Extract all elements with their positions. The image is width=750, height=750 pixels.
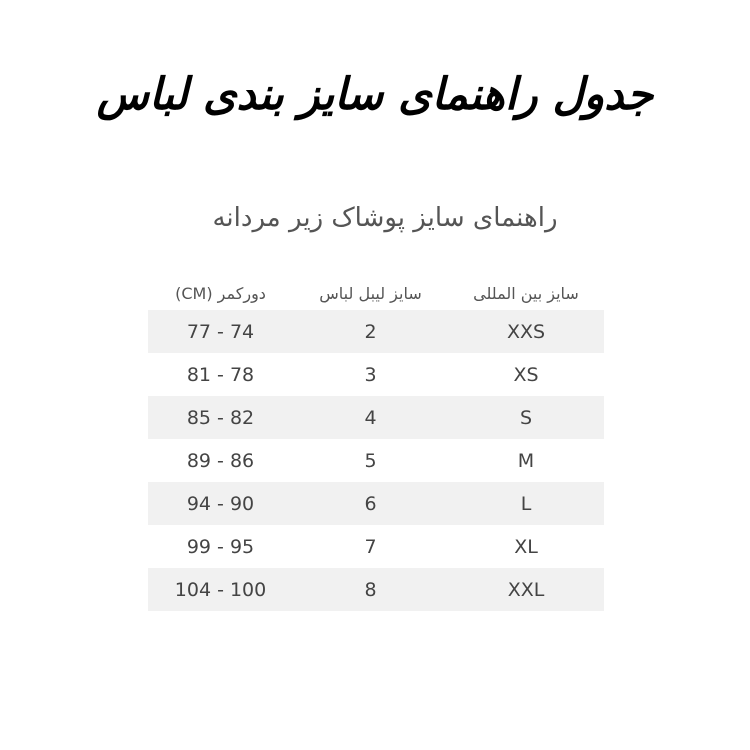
header-international-size: سایز بین المللی	[473, 283, 579, 303]
table-row: 85 - 82 4 S	[148, 396, 604, 439]
page-title: جدول راهنمای سایز بندی لباس	[96, 69, 654, 120]
waist-cell: 94 - 90	[186, 492, 255, 515]
table-row: 77 - 74 2 XXS	[148, 310, 604, 353]
waist-cell: 89 - 86	[186, 449, 255, 472]
international-size-cell: L	[520, 492, 532, 515]
label-size-cell: 6	[364, 492, 377, 515]
table-row: 89 - 86 5 M	[148, 439, 604, 482]
international-size-cell: XXS	[506, 320, 546, 343]
table-row: 94 - 90 6 L	[148, 482, 604, 525]
waist-cell: 99 - 95	[186, 535, 255, 558]
label-size-cell: 8	[364, 578, 377, 601]
header-label-size: سایز لیبل لباس	[319, 283, 422, 303]
international-size-cell: XXL	[507, 578, 545, 601]
subtitle: راهنمای سایز پوشاک زیر مردانه	[212, 203, 558, 233]
table-row: 104 - 100 8 XXL	[148, 568, 604, 611]
header-waist: دورکمر (CM)	[175, 283, 266, 303]
international-size-cell: S	[519, 406, 533, 429]
international-size-cell: M	[517, 449, 535, 472]
waist-cell: 85 - 82	[186, 406, 255, 429]
international-size-cell: XL	[514, 535, 538, 558]
waist-cell: 77 - 74	[186, 320, 255, 343]
table-header: دورکمر (CM) سایز لیبل لباس سایز بین المل…	[148, 276, 604, 310]
label-size-cell: 3	[364, 363, 377, 386]
table-row: 99 - 95 7 XL	[148, 525, 604, 568]
label-size-cell: 2	[364, 320, 377, 343]
label-size-cell: 5	[364, 449, 377, 472]
label-size-cell: 7	[364, 535, 377, 558]
waist-cell: 104 - 100	[174, 578, 267, 601]
label-size-cell: 4	[364, 406, 377, 429]
table-row: 81 - 78 3 XS	[148, 353, 604, 396]
size-table: دورکمر (CM) سایز لیبل لباس سایز بین المل…	[148, 276, 604, 611]
waist-cell: 81 - 78	[186, 363, 255, 386]
international-size-cell: XS	[513, 363, 539, 386]
